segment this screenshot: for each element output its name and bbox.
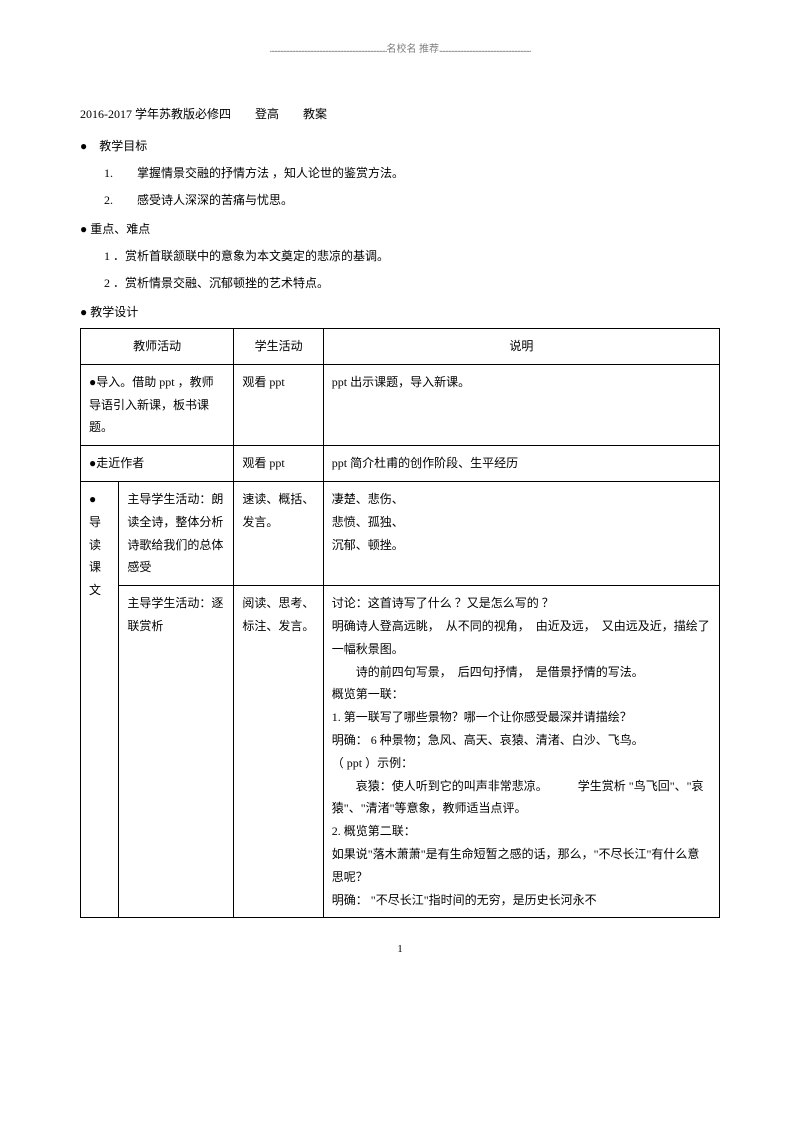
header-student: 学生活动 (234, 329, 323, 365)
cell-note: ppt 出示课题，导入新课。 (323, 364, 719, 445)
cell-student: 观看 ppt (234, 364, 323, 445)
objectives-heading: ● 教学目标 (80, 137, 720, 154)
cell-student: 速读、概括、发言。 (234, 481, 323, 585)
header-watermark: ........................................… (80, 40, 720, 55)
cell-note: ppt 简介杜甫的创作阶段、生平经历 (323, 446, 719, 482)
cell-student: 观看 ppt (234, 446, 323, 482)
cell-section-label: ●导读课文 (81, 481, 119, 917)
table-header-row: 教师活动 学生活动 说明 (81, 329, 720, 365)
header-note: 说明 (323, 329, 719, 365)
design-heading: ● 教学设计 (80, 303, 720, 320)
header-dots-right: ........................................… (439, 44, 531, 55)
keypoint-item-2: 2 ．赏析情景交融、沉郁顿挫的艺术特点。 (104, 274, 720, 291)
header-text: 名校名 推荐 (387, 44, 440, 55)
table-row: 主导学生活动：逐联赏析 阅读、思考、标注、发言。 讨论：这首诗写了什么 ？又是怎… (81, 586, 720, 918)
cell-teacher: ●走近作者 (81, 446, 234, 482)
table-row: ●导入。借助 ppt ，教师导语引入新课，板书课题。 观看 ppt ppt 出示… (81, 364, 720, 445)
document-title: 2016-2017 学年苏教版必修四 登高 教案 (80, 105, 720, 122)
keypoints-heading: ● 重点、难点 (80, 220, 720, 237)
lesson-plan-table: 教师活动 学生活动 说明 ●导入。借助 ppt ，教师导语引入新课，板书课题。 … (80, 328, 720, 918)
table-row: ●走近作者 观看 ppt ppt 简介杜甫的创作阶段、生平经历 (81, 446, 720, 482)
keypoint-item-1: 1 ．赏析首联颔联中的意象为本文奠定的悲凉的基调。 (104, 247, 720, 264)
cell-teacher: 主导学生活动：朗读全诗，整体分析诗歌给我们的总体感受 (119, 481, 234, 585)
cell-note: 讨论：这首诗写了什么 ？又是怎么写的 ？明确诗人登高远眺， 从不同的视角， 由近… (323, 586, 719, 918)
cell-student: 阅读、思考、标注、发言。 (234, 586, 323, 918)
cell-teacher: 主导学生活动：逐联赏析 (119, 586, 234, 918)
header-dots-left: ........................................… (270, 44, 387, 55)
objective-item-2: 2. 感受诗人深深的苦痛与忧思。 (104, 191, 720, 208)
cell-note: 凄楚、悲伤、悲愤、孤独、沉郁、顿挫。 (323, 481, 719, 585)
page-number: 1 (80, 943, 720, 955)
table-row: ●导读课文 主导学生活动：朗读全诗，整体分析诗歌给我们的总体感受 速读、概括、发… (81, 481, 720, 585)
header-teacher: 教师活动 (81, 329, 234, 365)
cell-teacher: ●导入。借助 ppt ，教师导语引入新课，板书课题。 (81, 364, 234, 445)
objective-item-1: 1. 掌握情景交融的抒情方法 ，知人论世的鉴赏方法。 (104, 164, 720, 181)
